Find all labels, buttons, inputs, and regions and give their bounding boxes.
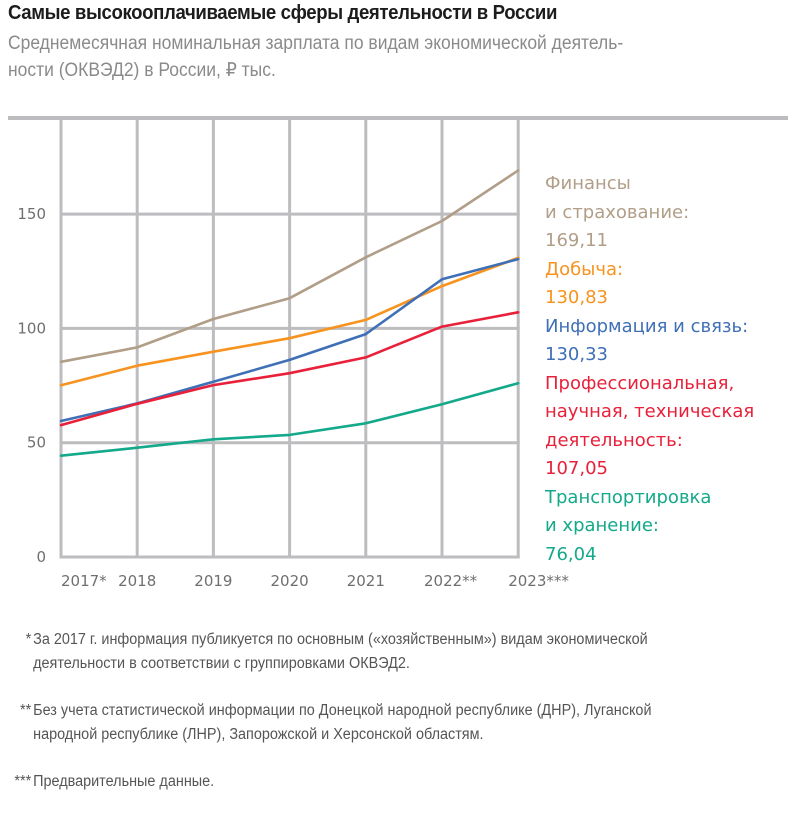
footnote-text: Без учета статистической информации по Д… — [33, 699, 788, 723]
footnotes: *За 2017 г. информация публикуется по ос… — [8, 628, 788, 817]
footnote: *За 2017 г. информация публикуется по ос… — [8, 628, 788, 676]
footnote-mark: ** — [20, 699, 31, 723]
x-tick-label: 2017* — [61, 572, 107, 590]
footnote-text: Предварительные данные. — [33, 770, 788, 794]
legend-label: научная, техническая — [545, 398, 754, 427]
x-tick-label: 2021 — [347, 572, 385, 590]
y-tick-label: 100 — [17, 319, 46, 337]
x-tick-label: 2019 — [194, 572, 232, 590]
y-tick-label: 150 — [17, 205, 46, 223]
legend-label: и страхование: — [545, 199, 754, 228]
legend-label: деятельность: — [545, 427, 754, 456]
legend-entry: Информация и связь:130,33 — [545, 313, 754, 370]
footnote: **Без учета статистической информации по… — [8, 699, 788, 747]
footnote: ***Предварительные данные. — [8, 770, 788, 794]
y-axis-ticks: 0 50 100 150 — [17, 205, 46, 566]
y-tick-label: 0 — [36, 548, 46, 566]
legend-value: 169,11 — [545, 227, 754, 256]
legend-label: Добыча: — [545, 256, 754, 285]
x-tick-label: 2023*** — [508, 572, 569, 590]
legend-value: 130,83 — [545, 284, 754, 313]
footnote-text: За 2017 г. информация публикуется по осн… — [33, 628, 788, 652]
x-tick-label: 2020 — [271, 572, 309, 590]
legend-label: Профессиональная, — [545, 370, 754, 399]
legend-value: 76,04 — [545, 541, 754, 570]
legend-value: 107,05 — [545, 455, 754, 484]
legend-value: 130,33 — [545, 341, 754, 370]
legend-entry: Добыча:130,83 — [545, 256, 754, 313]
legend-label: и хранение: — [545, 512, 754, 541]
footnote-mark: *** — [14, 770, 31, 794]
legend-label: Финансы — [545, 170, 754, 199]
x-tick-label: 2022** — [424, 572, 478, 590]
footnote-text: деятельности в соответствии с группировк… — [33, 652, 788, 676]
x-axis-ticks: 2017* 2018 2019 2020 2021 2022** 2023*** — [61, 572, 569, 590]
x-tick-label: 2018 — [118, 572, 156, 590]
footnote-mark: * — [26, 628, 32, 652]
y-tick-label: 50 — [27, 434, 46, 452]
footnote-text: народной республике (ЛНР), Запорожской и… — [33, 723, 788, 747]
legend-label: Информация и связь: — [545, 313, 754, 342]
legend-label: Транспортировка — [545, 484, 754, 513]
